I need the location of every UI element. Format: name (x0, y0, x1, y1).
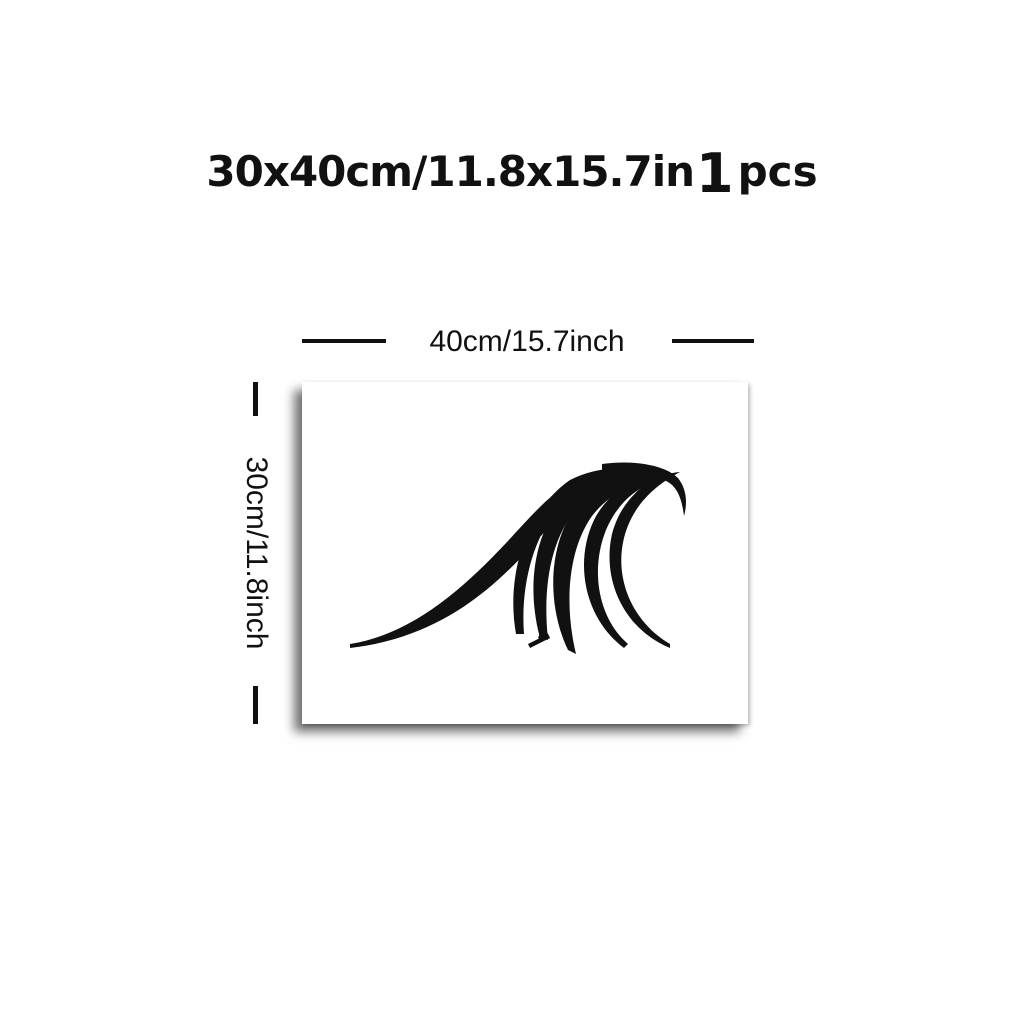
width-dimension-line-right (672, 339, 754, 343)
height-dimension: 30cm/11.8inch (236, 380, 276, 726)
canvas-print (302, 382, 748, 724)
quantity-unit: pcs (738, 147, 818, 196)
surfer-head (541, 617, 546, 622)
height-dimension-tick-bottom (253, 686, 258, 724)
height-dimension-label: 30cm/11.8inch (239, 457, 273, 650)
page-title: 30x40cm/11.8x15.7in1pcs (0, 136, 1024, 199)
wave-artwork (302, 382, 748, 724)
size-text: 30x40cm/11.8x15.7in (206, 147, 694, 196)
width-dimension: 40cm/15.7inch (300, 322, 754, 362)
quantity-number: 1 (696, 142, 734, 205)
height-dimension-tick-top (253, 382, 258, 416)
